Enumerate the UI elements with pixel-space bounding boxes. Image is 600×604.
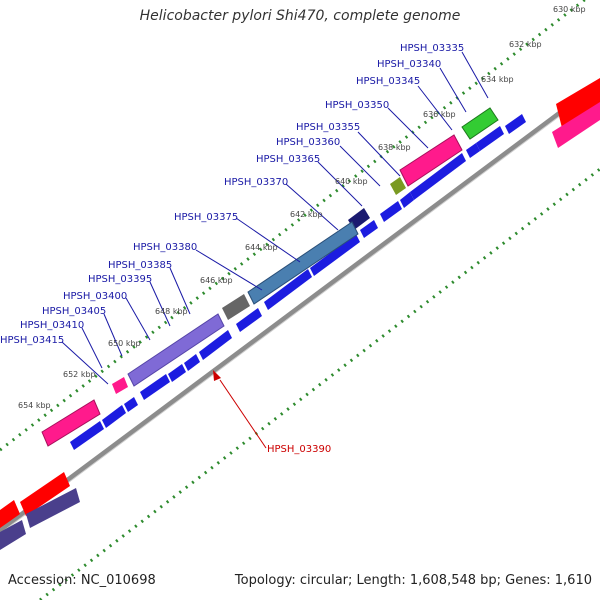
gene-label[interactable]: HPSH_03415 xyxy=(0,335,64,346)
gene-block-slate[interactable] xyxy=(222,294,250,320)
gene-arrow[interactable] xyxy=(102,405,126,428)
gene-arrow[interactable] xyxy=(476,126,504,151)
gene-label[interactable]: HPSH_03360 xyxy=(276,137,340,148)
gene-label[interactable]: HPSH_03355 xyxy=(296,122,360,133)
gene-label[interactable]: HPSH_03385 xyxy=(108,260,172,271)
gene-label[interactable]: HPSH_03395 xyxy=(88,274,152,285)
gene-label[interactable]: HPSH_03350 xyxy=(325,100,389,111)
gene-arrow[interactable] xyxy=(168,364,186,382)
gene-label[interactable]: HPSH_03375 xyxy=(174,212,238,223)
gene-label[interactable]: HPSH_03405 xyxy=(42,306,106,317)
kbp-tick-label: 644 kbp xyxy=(245,243,278,252)
kbp-tick-label: 646 kbp xyxy=(200,276,233,285)
kbp-tick-label: 636 kbp xyxy=(423,110,456,119)
gene-arrow[interactable] xyxy=(236,308,262,332)
map-title: Helicobacter pylori Shi470, complete gen… xyxy=(139,8,461,24)
gene-labels: HPSH_03335 HPSH_03340 HPSH_03345 HPSH_03… xyxy=(0,43,464,346)
gene-block-red-right[interactable] xyxy=(556,78,600,128)
gene-arrow[interactable] xyxy=(505,114,526,134)
kbp-tick-label: 652 kbp xyxy=(63,370,96,379)
gene-label[interactable]: HPSH_03380 xyxy=(133,242,197,253)
kbp-tick-label: 642 kbp xyxy=(290,210,323,219)
accession-text: Accession: NC_010698 xyxy=(8,573,156,588)
gene-arrow[interactable] xyxy=(410,153,466,200)
gene-arrow[interactable] xyxy=(310,234,360,276)
gene-arrow[interactable] xyxy=(380,201,402,222)
gene-arrow[interactable] xyxy=(70,421,104,450)
gene-block-green[interactable] xyxy=(461,107,499,140)
gene-label[interactable]: HPSH_03370 xyxy=(224,177,288,188)
gene-arrow[interactable] xyxy=(140,374,170,400)
gene-block-red-lower[interactable] xyxy=(20,472,70,516)
gene-arrow[interactable] xyxy=(360,220,378,238)
genome-backbone-shadow xyxy=(0,85,600,535)
gene-arrow[interactable] xyxy=(400,192,414,208)
gene-arrow[interactable] xyxy=(199,330,232,360)
kbp-tick-label: 634 kbp xyxy=(481,75,514,84)
highlight-gene-label[interactable]: HPSH_03390 xyxy=(267,444,331,455)
gene-arrow[interactable] xyxy=(124,397,138,412)
gene-block-lavender[interactable] xyxy=(127,313,225,387)
kbp-tick-label: 640 kbp xyxy=(335,177,368,186)
gene-block-pink-right[interactable] xyxy=(552,102,600,148)
label-leader-lines xyxy=(61,51,489,385)
kbp-tick-label: 654 kbp xyxy=(18,401,51,410)
gene-label[interactable]: HPSH_03340 xyxy=(377,59,441,70)
gene-block-pink[interactable] xyxy=(399,134,463,187)
kbp-tick-label: 630 kbp xyxy=(553,5,586,14)
gene-block-red-edge[interactable] xyxy=(0,500,20,528)
gene-arrow[interactable] xyxy=(466,143,480,158)
gene-label[interactable]: HPSH_03335 xyxy=(400,43,464,54)
outer-tick-ring xyxy=(0,0,587,452)
highlight-leader-line xyxy=(219,379,267,449)
gene-arrow[interactable] xyxy=(264,269,312,310)
highlight-marker[interactable] xyxy=(213,370,221,381)
kbp-tick-label: 650 kbp xyxy=(108,339,141,348)
gene-block-purple-lower[interactable] xyxy=(26,488,80,528)
kbp-tick-label: 648 kbp xyxy=(155,307,188,316)
gene-arrow[interactable] xyxy=(184,354,200,371)
gene-block-pink-small[interactable] xyxy=(112,377,128,394)
kbp-tick-label: 632 kbp xyxy=(509,40,542,49)
gene-label[interactable]: HPSH_03400 xyxy=(63,291,127,302)
gene-block-pink-left[interactable] xyxy=(41,399,101,447)
kbp-tick-label: 638 kbp xyxy=(378,143,411,152)
kbp-tick-labels: 630 kbp 632 kbp 634 kbp 636 kbp 638 kbp … xyxy=(18,5,586,410)
gene-label[interactable]: HPSH_03365 xyxy=(256,154,320,165)
genome-backbone xyxy=(0,80,600,534)
gene-label[interactable]: HPSH_03410 xyxy=(20,320,84,331)
summary-text: Topology: circular; Length: 1,608,548 bp… xyxy=(234,573,592,588)
inner-tick-ring xyxy=(39,167,600,602)
gene-label[interactable]: HPSH_03345 xyxy=(356,76,420,87)
gene-block-steel[interactable] xyxy=(247,221,359,305)
gene-block-olive[interactable] xyxy=(390,177,406,195)
gene-block-purple-edge[interactable] xyxy=(0,520,26,550)
